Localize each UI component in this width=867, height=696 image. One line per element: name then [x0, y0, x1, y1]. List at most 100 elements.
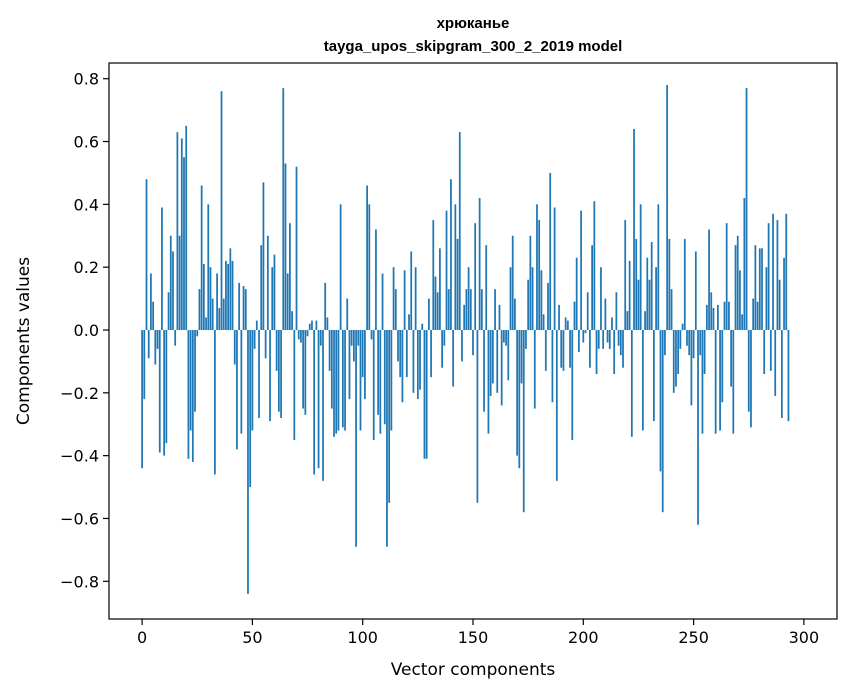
bar [591, 245, 593, 330]
bar [218, 308, 221, 331]
bar [752, 298, 755, 330]
bar [767, 223, 770, 330]
bar [580, 210, 582, 331]
bar [165, 330, 168, 444]
bar [712, 308, 715, 331]
bar [172, 251, 174, 330]
bar [463, 304, 466, 331]
y-tick-label: −0.8 [60, 572, 99, 591]
bar [178, 235, 181, 331]
bar [734, 245, 737, 330]
bar [776, 220, 779, 330]
bar [500, 330, 503, 406]
bar [441, 330, 443, 368]
bar [222, 298, 225, 330]
bar [304, 330, 307, 415]
bar [703, 330, 706, 374]
bar [617, 330, 620, 346]
bar [615, 292, 618, 330]
bar [467, 267, 470, 330]
bar [675, 330, 677, 387]
bar [641, 330, 644, 431]
bar [269, 330, 271, 422]
bar [456, 238, 459, 331]
bar [315, 320, 318, 330]
bar [295, 166, 298, 330]
bar [447, 289, 450, 331]
bar [322, 330, 324, 481]
bar [653, 330, 655, 422]
bar [161, 207, 163, 331]
bar [494, 289, 496, 331]
bar [458, 132, 461, 331]
bar [167, 292, 170, 330]
bar [604, 298, 607, 330]
bar [679, 330, 682, 349]
bar [326, 317, 329, 330]
bar [330, 330, 333, 409]
chart-title: хрюканье [437, 15, 510, 32]
bar [399, 330, 402, 378]
bar [412, 330, 415, 393]
x-axis: 0 50 100 150 200 250 300 [137, 619, 819, 647]
bar [498, 304, 501, 331]
bar [408, 314, 410, 331]
bar [372, 330, 375, 440]
bar [516, 330, 518, 456]
bar [692, 330, 695, 359]
bar [383, 330, 386, 425]
bar [277, 330, 280, 412]
bar [507, 330, 510, 381]
bar [416, 330, 419, 400]
bar [787, 330, 790, 422]
bar [566, 320, 569, 330]
bar [783, 257, 785, 331]
y-tick-label: 0.6 [74, 133, 99, 152]
bar [163, 330, 166, 456]
bar [214, 330, 216, 475]
x-tick-label: 100 [347, 628, 378, 647]
bar [421, 323, 424, 330]
bar [635, 238, 638, 331]
y-tick-label: −0.6 [60, 509, 99, 528]
bar [375, 229, 377, 331]
bar [611, 317, 613, 330]
bar [311, 320, 313, 330]
bar [414, 267, 417, 330]
bar [509, 267, 512, 330]
bar [465, 289, 468, 331]
bar [529, 235, 532, 331]
bar [233, 330, 236, 365]
bar [335, 330, 338, 434]
bar [765, 267, 768, 330]
bar [697, 330, 699, 525]
bar [699, 330, 702, 356]
bar [655, 267, 657, 330]
y-tick-label: 0.0 [74, 321, 99, 340]
bar [575, 257, 578, 331]
bar [690, 330, 693, 406]
bar [476, 330, 479, 503]
bar [551, 330, 554, 403]
bar [377, 330, 380, 415]
bar [255, 320, 258, 330]
bar [531, 267, 534, 330]
bar [514, 298, 516, 330]
x-tick-label: 300 [789, 628, 820, 647]
bar [747, 330, 750, 412]
bar [606, 330, 609, 343]
bar [392, 267, 395, 330]
bar [496, 330, 499, 393]
bar [423, 330, 426, 459]
bar [633, 128, 635, 331]
bar [677, 330, 680, 374]
bar [297, 330, 300, 340]
bar [346, 298, 349, 330]
bar [597, 330, 600, 349]
chart-subtitle: tayga_upos_skipgram_300_2_2019 model [324, 38, 623, 55]
bar [736, 235, 739, 331]
bar [403, 270, 406, 330]
bar [619, 330, 622, 356]
bar [778, 279, 781, 331]
bar [202, 264, 205, 331]
